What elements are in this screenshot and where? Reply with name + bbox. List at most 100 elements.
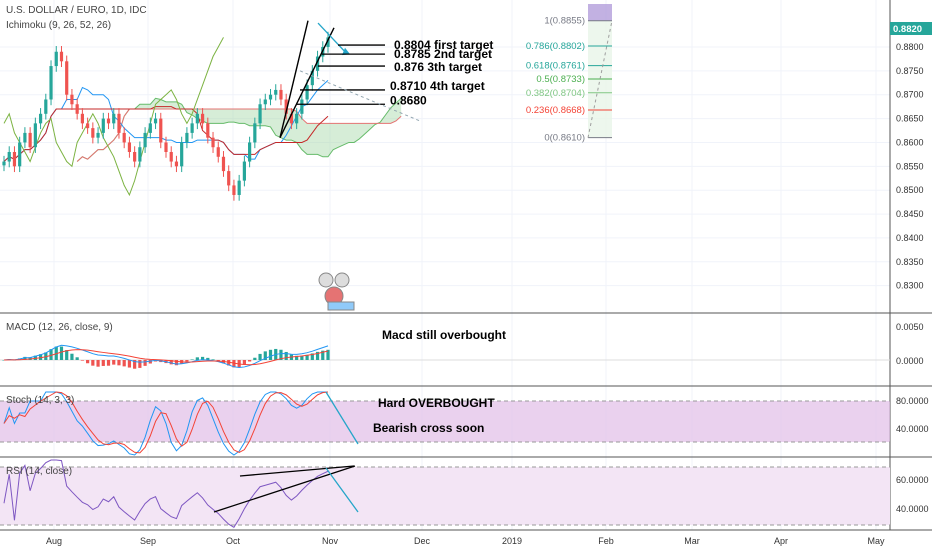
macd-tick-zero: 0.0000: [896, 356, 924, 366]
fib-level-label: 0.5(0.8733): [536, 74, 585, 85]
dashed-projection: [299, 70, 421, 122]
time-tick-label: 2019: [502, 536, 522, 546]
candle-body: [295, 113, 299, 124]
candle-body: [12, 152, 17, 167]
macd-hist-bar: [174, 360, 179, 366]
fib-level-label: 0.618(0.8761): [526, 61, 585, 72]
candle-body: [101, 118, 105, 133]
fib-level-label: 0.382(0.8704): [526, 88, 585, 99]
macd-hist-bar: [279, 349, 283, 360]
rsi-tick-40: 40.0000: [896, 504, 929, 514]
macd-hist-bar: [33, 355, 37, 360]
candle-body: [216, 147, 220, 157]
stoch-annotation-bearish: Bearish cross soon: [373, 421, 484, 435]
macd-hist-bar: [2, 360, 6, 361]
macd-hist-bar: [101, 360, 105, 366]
macd-hist-bar: [211, 359, 215, 360]
target-label: 0.8680: [390, 93, 427, 107]
ichimoku-label: Ichimoku (9, 26, 52, 26): [6, 20, 111, 31]
macd-hist-bar: [227, 360, 231, 366]
target-label: 0.8710 4th target: [390, 79, 485, 93]
candle-body: [75, 104, 79, 114]
macd-hist-bar: [117, 360, 121, 366]
price-axis: 0.8800 0.8750 0.8700 0.8650 0.8600 0.8550 0.85…: [896, 42, 924, 291]
candle-body: [49, 66, 53, 100]
stoch-label: Stoch (14, 3, 3): [6, 395, 74, 406]
macd-annotation: Macd still overbought: [382, 328, 506, 342]
candle-body: [279, 89, 283, 100]
macd-hist-bar: [75, 357, 79, 360]
candle-body: [117, 113, 121, 133]
macd-hist-bar: [300, 355, 304, 360]
macd-hist-bar: [44, 352, 48, 360]
candle-body: [148, 123, 152, 133]
macd-hist-bar: [200, 356, 205, 360]
time-tick-label: Aug: [46, 536, 62, 546]
rsi-tick-60: 60.0000: [896, 475, 929, 485]
time-tick-label: Sep: [140, 536, 156, 546]
candle-body: [326, 37, 330, 47]
rsi-line: [3, 459, 329, 528]
macd-hist-bar: [284, 351, 288, 360]
candle-body: [80, 113, 84, 124]
candle-body: [190, 123, 194, 133]
candle-body: [54, 51, 58, 67]
candle-body: [174, 161, 179, 167]
candle-body: [169, 152, 173, 162]
macd-tick-top: 0.0050: [896, 322, 924, 332]
macd-hist-bar: [195, 357, 199, 360]
candle-body: [138, 147, 142, 162]
projection-arrow-head: [342, 47, 350, 56]
candle-body: [211, 137, 215, 148]
time-tick-label: Dec: [414, 536, 431, 546]
target-label: 0.8785 2nd target: [394, 47, 492, 61]
candle-body: [263, 99, 267, 105]
macd-hist-bar: [169, 360, 173, 365]
macd-hist-bar: [49, 349, 53, 360]
kijun-line: [3, 106, 329, 162]
fib-top-zone: [588, 4, 612, 21]
macd-hist-bar: [96, 360, 100, 367]
rsi-indicator: [3, 459, 329, 528]
rsi-trendline-lower: [213, 465, 356, 513]
last-price-label: 0.8820: [893, 24, 922, 35]
candle-body: [2, 161, 6, 166]
chikou-line: [3, 37, 224, 197]
price-tick-label: 0.8450: [896, 209, 924, 219]
candle-body: [143, 132, 147, 148]
candle-body: [253, 123, 257, 143]
macd-hist-bar: [23, 356, 27, 360]
macd-hist-bar: [242, 360, 246, 365]
cloud-area: [77, 98, 402, 162]
price-tick-label: 0.8700: [896, 90, 924, 100]
rsi-label: RSI (14, close): [6, 466, 72, 477]
candle-body: [122, 132, 126, 143]
candle-body: [86, 123, 90, 129]
candle-body: [65, 61, 69, 95]
macd-hist-bar: [258, 353, 262, 360]
macd-line: [3, 344, 329, 368]
candle-body: [315, 56, 320, 71]
price-tick-label: 0.8600: [896, 137, 924, 147]
macd-hist-bar: [143, 360, 147, 366]
candle-body: [227, 171, 231, 186]
candle-body: [200, 113, 205, 124]
candle-body: [38, 113, 43, 124]
macd-hist-bar: [127, 360, 132, 368]
candle-body: [289, 113, 294, 124]
candle-body: [70, 94, 74, 105]
macd-hist-bar: [216, 360, 220, 362]
time-tick-label: Apr: [774, 536, 788, 546]
candle-body: [268, 94, 273, 100]
macd-hist-bar: [263, 351, 267, 360]
symbol-title: U.S. DOLLAR / EURO, 1D, IDC: [6, 5, 147, 16]
macd-hist-bar: [38, 354, 43, 360]
candle-body: [248, 142, 252, 162]
candle-body: [300, 99, 304, 114]
macd-hist-bar: [70, 353, 74, 360]
candle-body: [91, 128, 95, 138]
projection-arrow: [317, 22, 346, 53]
